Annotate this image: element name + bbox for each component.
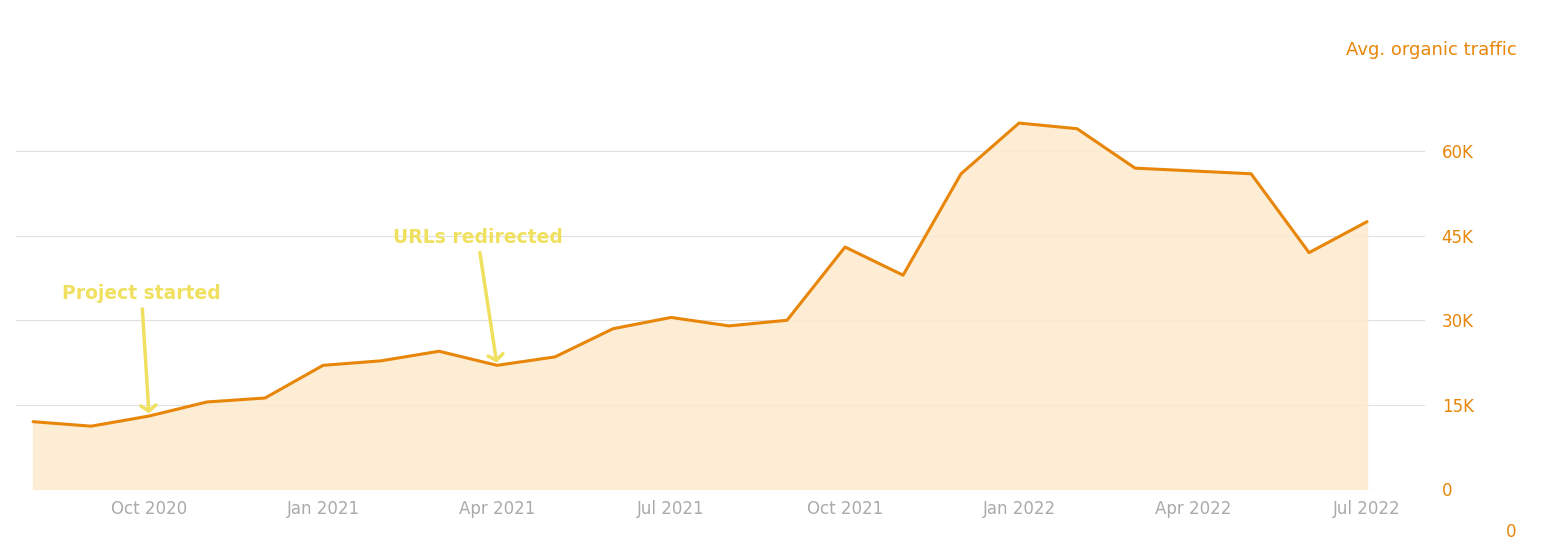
Text: URLs redirected: URLs redirected [393,228,562,360]
Text: Avg. organic traffic: Avg. organic traffic [1345,41,1516,59]
Text: 0: 0 [1506,523,1516,541]
Text: Project started: Project started [63,284,221,411]
